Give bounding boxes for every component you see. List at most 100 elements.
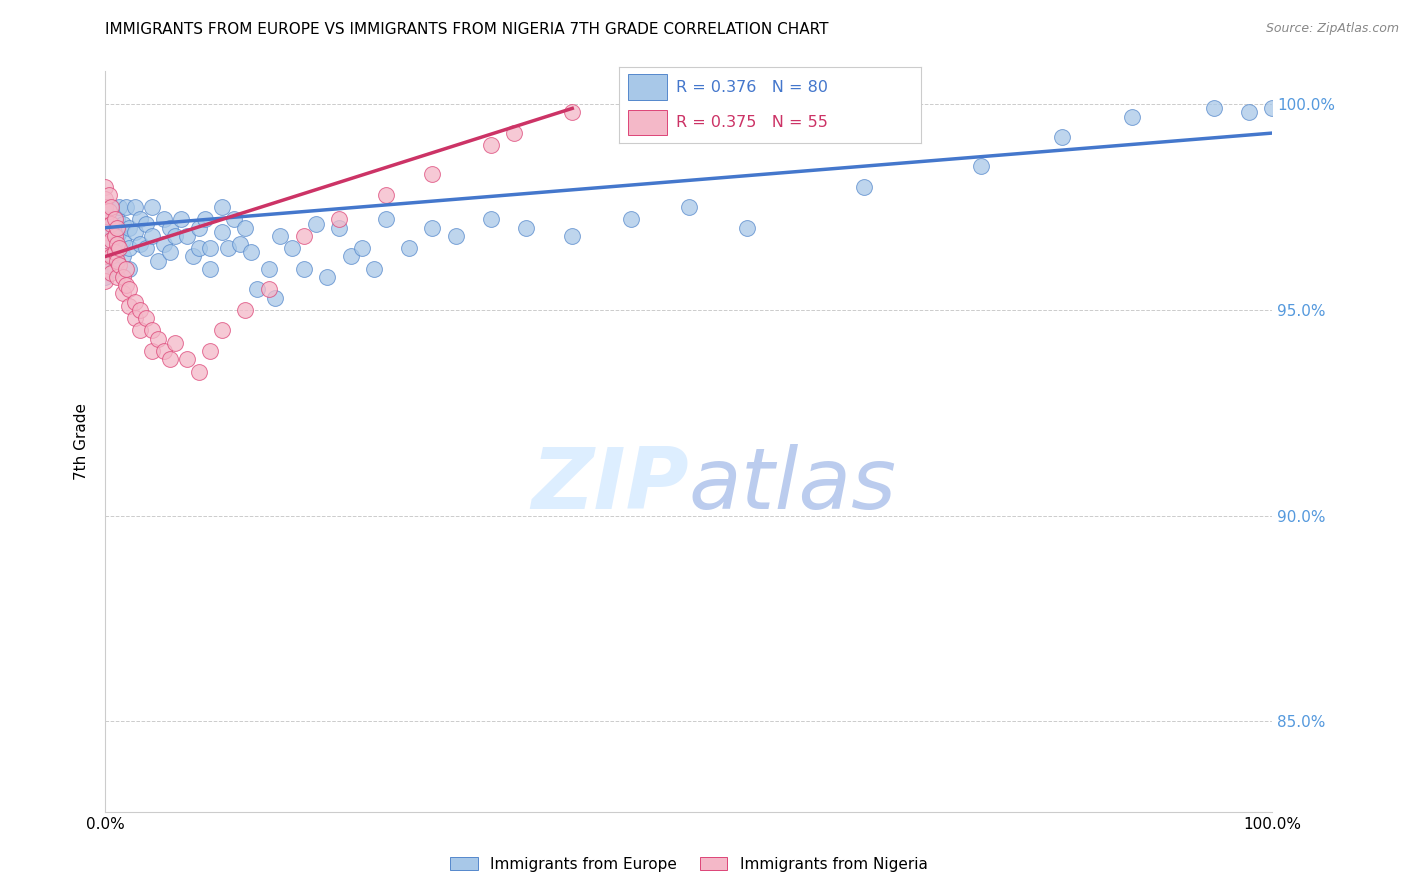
Point [124,294,146,309]
Point [111,270,134,285]
Point [104,228,127,243]
Point [100,200,122,214]
Text: Source: ZipAtlas.com: Source: ZipAtlas.com [1265,22,1399,36]
Point [328,220,350,235]
Point [135,217,157,231]
Point [1261,101,1284,115]
Point [211,225,233,239]
Point [200,344,222,359]
Point [111,233,134,247]
Point [108,225,131,239]
Point [176,228,198,243]
Y-axis label: 7th Grade: 7th Grade [75,403,90,480]
Point [105,270,128,285]
Point [420,167,443,181]
Bar [627,75,666,100]
Point [1202,101,1225,115]
Point [165,228,187,243]
Point [129,237,152,252]
Point [141,200,163,214]
Point [118,220,141,235]
Point [94,212,117,227]
Point [257,261,280,276]
Point [211,200,233,214]
Point [105,220,128,235]
Point [316,270,339,285]
Point [129,212,152,227]
Point [479,138,502,153]
Point [737,220,759,235]
Point [115,261,138,276]
Point [94,270,117,285]
Point [200,261,222,276]
Point [479,212,502,227]
Point [187,220,209,235]
Point [94,274,117,288]
Point [211,323,233,337]
Point [94,212,117,227]
Point [352,241,374,255]
Point [170,212,193,227]
Point [111,217,134,231]
Point [105,245,128,260]
Point [94,192,117,206]
Point [146,332,169,346]
Point [118,282,141,296]
Point [105,237,128,252]
Point [217,241,239,255]
Point [100,266,122,280]
Point [281,241,304,255]
Point [374,212,396,227]
Point [129,323,152,337]
Point [124,200,146,214]
Point [1052,130,1074,145]
Point [292,228,315,243]
Point [328,212,350,227]
Point [94,179,117,194]
Point [135,311,157,326]
Point [269,228,292,243]
Point [159,352,181,367]
Point [1121,110,1143,124]
Point [181,249,204,263]
Point [118,241,141,255]
Text: ZIP: ZIP [531,444,689,527]
Point [257,282,280,296]
Legend: Immigrants from Europe, Immigrants from Nigeria: Immigrants from Europe, Immigrants from … [444,851,934,878]
Point [374,187,396,202]
Point [187,365,209,379]
Point [108,241,131,255]
Point [146,253,169,268]
Point [94,228,117,243]
Point [105,212,128,227]
Point [1237,105,1260,120]
Point [398,241,420,255]
Point [108,200,131,214]
Point [100,217,122,231]
Point [105,253,128,268]
Point [104,261,127,276]
Point [561,228,583,243]
Point [678,200,700,214]
Point [111,286,134,301]
Point [94,225,117,239]
Point [97,204,120,219]
Point [100,220,122,235]
Point [153,237,174,252]
Point [108,258,131,272]
Point [420,220,443,235]
Point [235,302,257,317]
Text: atlas: atlas [689,444,897,527]
Point [94,237,117,252]
Point [444,228,467,243]
Point [94,241,117,255]
Point [100,233,122,247]
Point [100,249,122,263]
Point [194,212,217,227]
Text: R = 0.375   N = 55: R = 0.375 N = 55 [676,115,828,129]
Point [304,217,326,231]
Point [240,245,263,260]
Point [159,245,181,260]
Point [246,282,269,296]
Point [222,212,245,227]
